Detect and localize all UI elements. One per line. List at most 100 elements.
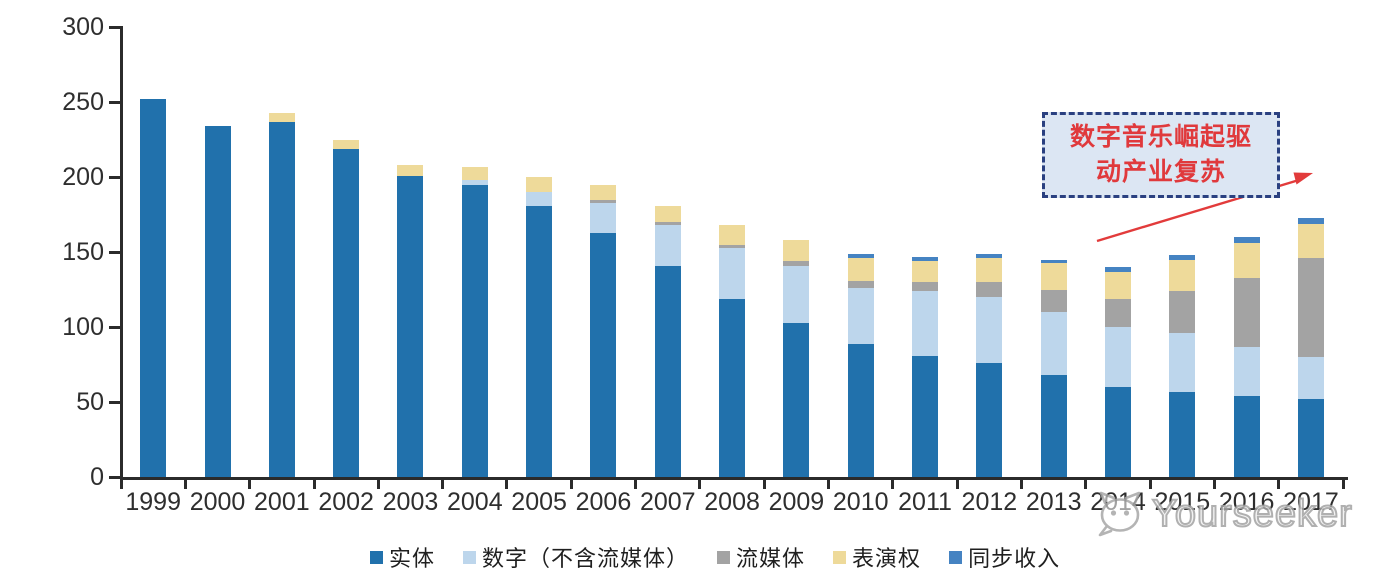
bar-segment-performance <box>397 165 424 176</box>
legend-item-sync: 同步收入 <box>949 541 1060 573</box>
bar-segment-streaming <box>590 199 617 203</box>
bar-segment-physical <box>654 265 681 477</box>
x-axis-tick <box>505 480 509 489</box>
bar-segment-digital <box>1040 312 1067 375</box>
bar-2005 <box>526 177 553 477</box>
x-axis-tick <box>891 480 895 489</box>
bar-2010 <box>847 253 874 477</box>
legend-swatch-sync <box>949 550 963 564</box>
bar-segment-performance <box>719 225 746 245</box>
x-axis-tick <box>634 480 638 489</box>
x-axis-label: 2016 <box>1218 488 1275 516</box>
x-axis-tick <box>441 480 445 489</box>
bar-2013 <box>1040 259 1067 477</box>
bar-2014 <box>1105 267 1131 477</box>
bar-segment-digital <box>590 202 617 233</box>
legend-label-sync: 同步收入 <box>968 546 1061 571</box>
bar-segment-physical <box>526 205 553 477</box>
y-axis-tick-label: 200 <box>62 163 104 191</box>
bar-segment-physical <box>976 363 1003 477</box>
bar-segment-physical <box>333 148 360 477</box>
x-axis-label: 2013 <box>1025 488 1082 516</box>
bar-2001 <box>268 112 295 477</box>
y-axis-tick <box>109 250 120 254</box>
bar-segment-streaming <box>654 222 681 225</box>
bar-segment-physical <box>1297 399 1324 477</box>
x-axis-tick <box>569 480 573 489</box>
bar-segment-performance <box>526 177 553 192</box>
annotation-text-line1: 数字音乐崛起驱 <box>1069 122 1252 151</box>
bar-2015 <box>1169 255 1196 477</box>
bar-2000 <box>204 126 231 477</box>
bar-segment-digital <box>719 247 746 299</box>
legend-item-digital: 数字（不含流媒体） <box>463 541 689 573</box>
bar-segment-physical <box>397 175 424 477</box>
x-axis-label: 2009 <box>768 488 825 516</box>
bar-segment-digital <box>654 225 681 266</box>
bar-2011 <box>912 256 939 477</box>
bar-segment-performance <box>1040 262 1067 290</box>
bar-segment-sync <box>1169 255 1196 260</box>
bar-segment-performance <box>1105 271 1131 299</box>
x-axis-tick <box>1148 480 1152 489</box>
x-axis-label: 2007 <box>639 488 696 516</box>
bar-2017 <box>1297 217 1324 477</box>
x-axis-label: 2011 <box>898 488 952 516</box>
legend-swatch-digital <box>463 550 477 564</box>
bar-segment-performance <box>333 139 360 149</box>
bar-segment-physical <box>783 322 810 477</box>
x-axis-tick <box>248 480 252 489</box>
bar-segment-performance <box>1297 223 1324 258</box>
bar-segment-digital <box>1105 327 1131 387</box>
x-axis-tick <box>1084 480 1088 489</box>
x-axis-label: 2004 <box>446 488 503 516</box>
bar-segment-sync <box>847 253 874 258</box>
bar-segment-physical <box>912 355 939 477</box>
y-axis-tick <box>109 325 120 329</box>
x-axis-tick <box>762 480 766 489</box>
y-axis-tick-label: 150 <box>62 238 104 266</box>
y-axis-tick <box>109 100 120 104</box>
bar-segment-sync <box>976 253 1003 258</box>
x-axis-label: 2001 <box>254 488 310 516</box>
bar-segment-performance <box>268 112 295 122</box>
bar-2006 <box>590 184 617 477</box>
x-axis-tick <box>698 480 702 489</box>
bar-segment-streaming <box>912 282 939 291</box>
bar-segment-performance <box>847 258 874 281</box>
annotation-callout: 数字音乐崛起驱 动产业复苏 <box>1042 112 1280 198</box>
bar-segment-digital <box>1297 357 1324 399</box>
y-axis-tick <box>109 175 120 179</box>
bar-segment-streaming <box>847 280 874 288</box>
x-axis-label: 2012 <box>961 488 1018 516</box>
y-axis-tick-label: 0 <box>90 463 104 491</box>
y-axis-tick <box>109 400 120 404</box>
legend-label-physical: 实体 <box>389 546 436 571</box>
x-axis-label: 2005 <box>511 488 567 516</box>
bar-segment-physical <box>847 343 874 477</box>
bar-segment-digital <box>526 192 553 206</box>
bar-segment-physical <box>719 298 746 477</box>
bar-segment-sync <box>1105 267 1131 272</box>
bar-segment-performance <box>912 261 939 282</box>
watermark-text: Yourseeker <box>1151 492 1353 536</box>
x-axis-label: 2006 <box>575 488 632 516</box>
x-axis-label: 2003 <box>382 488 439 516</box>
x-axis-tick <box>119 480 123 489</box>
bar-segment-performance <box>590 184 617 200</box>
x-axis-label: 2017 <box>1283 488 1339 516</box>
y-axis-tick-label: 50 <box>76 388 104 416</box>
legend-label-streaming: 流媒体 <box>736 546 806 571</box>
bar-segment-streaming <box>976 282 1003 297</box>
bar-1999 <box>140 99 167 477</box>
x-axis-line <box>120 477 1348 480</box>
bar-segment-streaming <box>1233 277 1260 347</box>
bar-segment-physical <box>461 184 488 477</box>
bar-segment-physical <box>1040 375 1067 477</box>
bar-segment-streaming <box>1297 258 1324 357</box>
bar-2003 <box>397 165 424 477</box>
y-axis-tick <box>109 475 120 479</box>
bar-segment-sync <box>1297 217 1324 224</box>
x-axis-label: 2015 <box>1154 488 1211 516</box>
annotation-text-line2: 动产业复苏 <box>1095 158 1226 186</box>
